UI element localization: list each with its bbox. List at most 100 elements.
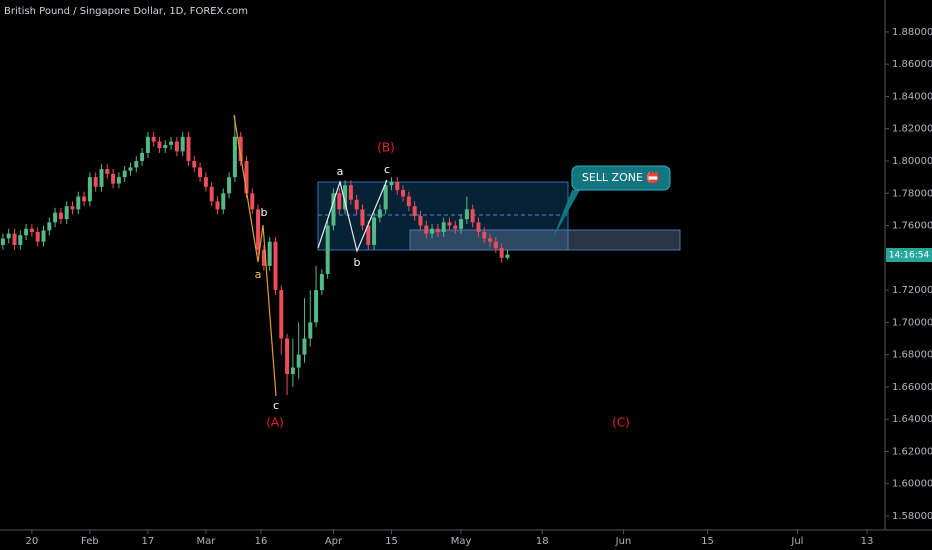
candle-body [41,230,46,242]
candle-body [122,170,127,178]
x-tick-label: 20 [26,536,39,547]
candle-body [232,136,237,178]
candle-body [447,222,452,226]
candle-body [505,254,510,258]
candle-body [325,225,330,274]
candle-body [134,161,139,168]
price-tag-time: 14:16:54 [889,251,930,261]
candle-body [53,212,58,223]
candle-body [441,222,446,233]
candle-body [424,225,429,234]
candle-body [279,290,284,339]
candle-body [377,209,382,218]
candle-body [285,338,290,374]
x-tick-label: Apr [325,536,343,547]
y-tick-label: 1.72000 [892,285,932,296]
x-tick-label: Mar [196,536,216,547]
callout-pointer [552,190,580,240]
candle-body [372,217,377,245]
candle-body [314,290,319,323]
wave-label: b [261,206,268,219]
candle-body [435,228,440,233]
y-tick-label: 1.86000 [892,59,932,70]
candle-body [192,161,197,168]
candle-body [29,228,34,233]
candle-body [383,185,388,210]
candle-body [354,199,359,210]
candle-body [464,209,469,220]
candle-body [261,249,266,266]
candle-body [140,152,145,162]
candle-body [82,196,87,202]
candle-body [12,233,17,245]
candle-body [337,193,342,210]
candle-body [105,169,110,174]
y-tick-label: 1.80000 [892,156,932,167]
wave-label: a [337,165,344,178]
target-zone-box [409,229,681,251]
candle-body [6,233,11,239]
x-tick-label: Jun [615,536,632,547]
candle-body [493,241,498,249]
candle-body [93,177,98,187]
candle-body [360,209,365,226]
candle-body [99,169,104,187]
y-tick-label: 1.82000 [892,124,932,135]
candle-body [389,181,394,186]
candle-body [76,196,81,210]
candle-body [18,235,23,245]
candle-body [47,222,52,231]
candle-body [209,186,214,202]
wave-label: c [384,163,390,176]
wave-a-lines [233,114,277,397]
candle-body [267,241,272,266]
x-tick-label: May [451,536,472,547]
x-tick-label: 18 [536,536,549,547]
candle-body [348,185,353,200]
degree-label: (B) [377,141,395,155]
axes: 1.58000 1.60000 1.62000 1.64000 1.66000 1.680… [26,27,932,547]
y-tick-label: 1.60000 [892,479,932,490]
x-tick-label: 15 [701,536,714,547]
wave-b-lines [317,179,388,253]
candle-body [169,141,174,145]
callout-box [571,165,671,191]
x-tick-label: 16 [255,536,268,547]
candle-body [174,141,179,152]
candle-body [256,209,261,250]
candle-body [163,144,168,149]
x-tick-label: 13 [861,536,874,547]
candle-body [470,209,475,223]
candle-body [308,322,313,339]
candle-body [459,219,464,229]
candle-body [395,181,400,191]
y-tick-label: 1.70000 [892,317,932,328]
candle-body [145,136,150,153]
candle-body [319,273,324,291]
x-tick-label: 17 [142,536,155,547]
candle-body [198,167,203,178]
candles [0,115,510,395]
x-tick-label: 15 [385,536,398,547]
x-tick-label: Jul [790,536,803,547]
candle-body [186,136,191,162]
candle-body [87,177,92,202]
candle-body [430,228,435,234]
candle-body [24,228,29,236]
y-tick-label: 1.76000 [892,221,932,232]
candle-body [476,222,481,233]
y-tick-label: 1.58000 [892,511,932,522]
candle-body [412,206,417,216]
candle-body [331,193,336,226]
candle-body [418,215,423,226]
price-tag [886,248,932,262]
candle-body [238,136,243,162]
candle-body [221,193,226,210]
wave-label: b [354,256,361,269]
candle-body [157,141,162,149]
candle-body [203,177,208,187]
y-tick-label: 1.66000 [892,382,932,393]
candle-body [116,177,121,184]
x-tick-label: Feb [81,536,99,547]
